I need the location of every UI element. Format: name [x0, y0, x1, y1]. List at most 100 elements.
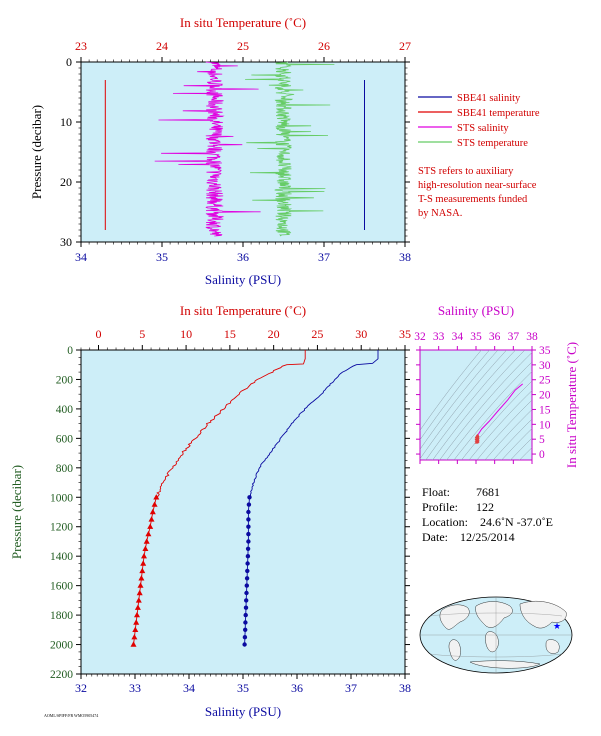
pressure-tick-label: 800: [56, 463, 74, 475]
salinity-tick-label: 38: [399, 250, 411, 264]
temperature-tick-label: 26: [318, 39, 330, 53]
temperature-tick-label: 0: [96, 327, 102, 341]
salinity-marker: [243, 605, 249, 610]
location-value: 24.6˚N -37.0˚E: [480, 515, 553, 529]
density-contour: [510, 437, 532, 460]
ts-deep-marker: [475, 433, 480, 437]
temperature-marker: [132, 626, 139, 632]
density-contour: [492, 418, 532, 460]
near-surface-legend: SBE41 salinity SBE41 temperature STS sal…: [418, 93, 540, 149]
float-label: Float:: [422, 485, 450, 499]
float-value: 7681: [476, 485, 500, 499]
density-contour: [446, 361, 532, 460]
ts-temperature-tick-label: 25: [539, 375, 551, 387]
salinity-marker: [246, 524, 251, 529]
salinity-marker: [244, 576, 250, 581]
pressure-tick-label: 600: [56, 433, 74, 445]
salinity-marker: [244, 598, 249, 603]
temperature-tick-label: 27: [399, 39, 411, 53]
footer-code: AOML/SPIFF/FR WMO5905474: [44, 713, 98, 718]
ts-series: [474, 383, 524, 444]
ts-temperature-tick-label: 20: [539, 390, 551, 402]
density-contour: [468, 390, 532, 460]
temperature-marker: [149, 508, 156, 515]
float-location-star-icon: ★: [553, 621, 561, 631]
ts-salinity-tick-label: 34: [452, 331, 464, 343]
salinity-marker: [246, 502, 252, 507]
ts-salinity-tick-label: 35: [470, 331, 482, 343]
ts-temperature-tick-label: 5: [539, 434, 545, 446]
date-label: Date:: [422, 530, 448, 544]
pressure-tick-label: 1800: [50, 610, 73, 622]
ts-salinity-tick-label: 37: [508, 331, 520, 343]
salinity-marker: [243, 620, 248, 625]
temperature-marker: [131, 634, 138, 640]
pressure-tick-label: 1000: [50, 492, 73, 504]
salinity-marker: [246, 531, 251, 537]
ts-temperature-ticks: 0 5 10 15 20 25 30 35: [416, 345, 551, 461]
sts-note-line-3: T-S measurements funded: [418, 194, 528, 205]
density-contour: [420, 350, 482, 431]
near-surface-top-axis-label: In situ Temperature (˚C): [180, 15, 306, 30]
ts-right-axis-label: In situ Temperature (˚C): [564, 342, 579, 468]
density-contour: [484, 409, 532, 460]
density-contour: [425, 350, 516, 460]
ts-density-contours: [420, 350, 532, 460]
salinity-tick-label: 33: [129, 681, 141, 695]
full-profile-temperature-ticks: 0 5 10 15 20 25 30 35: [80, 327, 411, 350]
full-profile-top-axis-label: In situ Temperature (˚C): [180, 303, 306, 318]
salinity-marker: [247, 495, 252, 500]
salinity-marker: [246, 517, 251, 522]
date-value: 12/25/2014: [460, 530, 515, 544]
temperature-tick-label: 5: [139, 327, 145, 341]
salinity-marker: [244, 583, 249, 588]
full-profile-bottom-axis-label: Salinity (PSU): [205, 704, 281, 719]
map-continents: [439, 601, 567, 669]
salinity-marker: [245, 568, 250, 574]
location-label: Location:: [422, 515, 468, 529]
temperature-marker: [141, 553, 147, 559]
temperature-marker: [130, 641, 137, 647]
salinity-tick-label: 35: [237, 681, 249, 695]
temperature-tick-label: 20: [268, 327, 280, 341]
salinity-marker: [243, 612, 248, 618]
legend-sbe41-temperature: SBE41 temperature: [457, 108, 540, 119]
temperature-marker: [148, 516, 155, 522]
salinity-marker: [246, 509, 251, 515]
salinity-tick-label: 35: [156, 250, 168, 264]
density-contour: [453, 371, 532, 460]
near-surface-temperature-ticks: 23 24 25 26 27: [75, 39, 411, 62]
salinity-tick-label: 34: [183, 681, 195, 695]
temperature-marker: [138, 575, 145, 581]
temperature-marker: [151, 501, 158, 507]
temperature-tick-label: 30: [355, 327, 367, 341]
pressure-tick-label: 200: [56, 374, 74, 386]
near-surface-salinity-ticks: 34 35 36 37 38: [75, 242, 411, 264]
near-surface-panel: 23 24 25 26 27 34 35 36 37 38 0 10 20 30 In situ Te…: [29, 15, 540, 287]
pressure-tick-label: 1400: [50, 551, 73, 563]
temperature-marker: [140, 560, 147, 566]
near-surface-bottom-axis-label: Salinity (PSU): [205, 272, 281, 287]
salinity-marker: [245, 546, 251, 551]
density-contour: [439, 352, 532, 460]
near-surface-pressure-ticks: 0 10 20 30: [60, 55, 410, 249]
temperature-marker: [143, 538, 150, 544]
salinity-marker: [246, 539, 251, 544]
temperature-tick-label: 15: [224, 327, 236, 341]
salinity-marker: [245, 554, 251, 559]
temperature-tick-label: 10: [180, 327, 192, 341]
salinity-marker: [243, 627, 248, 632]
full-profile-panel: 0 5 10 15 20 25 30 35 32 33 34 35 36 37 38 0 200 400 600…: [9, 303, 411, 719]
profile-value: 122: [476, 500, 494, 514]
world-map: ★: [419, 596, 573, 674]
pressure-tick-label: 400: [56, 404, 74, 416]
full-profile-salinity-ticks: 32 33 34 35 36 37 38: [75, 674, 411, 695]
salinity-tick-label: 36: [237, 250, 249, 264]
ts-salinity-ticks: 32 33 34 35 36 37 38: [414, 331, 538, 464]
pressure-tick-label: 2000: [50, 640, 73, 652]
salinity-tick-label: 37: [318, 250, 330, 264]
ts-temperature-tick-label: 35: [539, 345, 551, 357]
near-surface-y-axis-label: Pressure (decibar): [29, 105, 44, 199]
ts-top-axis-label: Salinity (PSU): [438, 303, 514, 318]
